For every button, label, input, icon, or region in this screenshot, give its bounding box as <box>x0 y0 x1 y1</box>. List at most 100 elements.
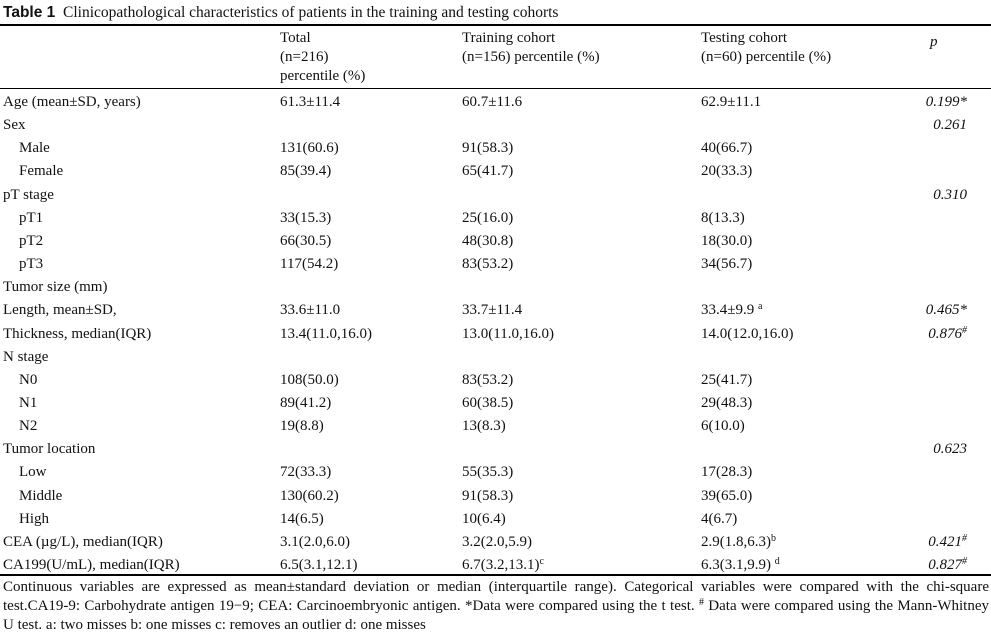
cell-training: 83(53.2) <box>462 371 513 389</box>
row-label: N0 <box>19 372 38 388</box>
row-label: pT1 <box>19 210 44 226</box>
cell-training-value: 13.0(11.0,16.0) <box>462 326 554 342</box>
row-label: N2 <box>19 418 38 434</box>
cell-total-value: 61.3±11.4 <box>280 94 341 110</box>
table-title: Clinicopathological characteristics of p… <box>63 4 559 21</box>
cell-total: 13.4(11.0,16.0) <box>280 325 372 343</box>
row-label: Thickness, median(IQR) <box>3 326 152 342</box>
header-p: p <box>930 34 938 50</box>
cell-total-value: 19(8.8) <box>280 418 324 434</box>
cell-training: 55(35.3) <box>462 463 513 481</box>
cell-p: 0.261 <box>933 116 967 134</box>
header-total-line: (n=216) <box>280 49 329 65</box>
cell-training: 65(41.7) <box>462 162 513 180</box>
bottom-rule <box>0 574 991 576</box>
cell-training: 48(30.8) <box>462 232 513 250</box>
cell-total: 33.6±11.0 <box>280 301 340 319</box>
table-footnote: Continuous variables are expressed as me… <box>3 578 989 635</box>
header-training-line: Training cohort <box>462 30 556 46</box>
cell-testing-value: 8(13.3) <box>701 210 745 226</box>
cell-training: 13(8.3) <box>462 417 506 435</box>
row-label: Tumor size (mm) <box>3 279 108 295</box>
top-rule <box>0 24 991 26</box>
cell-testing: 2.9(1.8,6.3)b <box>701 533 776 551</box>
cell-total-value: 33.6±11.0 <box>280 302 341 318</box>
row-label: N1 <box>19 395 38 411</box>
cell-training-value: 48(30.8) <box>462 233 514 249</box>
cell-training-value: 3.2(2.0,5.9) <box>462 534 532 550</box>
cell-p-value: 0.421 <box>928 534 962 550</box>
header-testing-line: (n=60) percentile (%) <box>701 49 832 65</box>
header-testing-line: Testing cohort <box>701 30 788 46</box>
cell-total: 33(15.3) <box>280 209 331 227</box>
cell-testing: 17(28.3) <box>701 463 752 481</box>
row-label: Middle <box>19 488 63 504</box>
cell-total: 130(60.2) <box>280 487 339 505</box>
cell-footnote-mark: c <box>539 556 544 567</box>
cell-testing: 14.0(12.0,16.0) <box>701 325 794 343</box>
cell-footnote-mark: # <box>962 533 967 544</box>
cell-p-value: 0.199* <box>925 94 967 110</box>
cell-footnote-mark: a <box>757 301 763 312</box>
cell-training: 91(58.3) <box>462 487 513 505</box>
footnote-sup: # <box>698 597 704 608</box>
row-label: High <box>19 511 49 527</box>
cell-p: 0.827# <box>928 556 967 574</box>
cell-p-value: 0.310 <box>933 187 967 203</box>
cell-total: 89(41.2) <box>280 394 331 412</box>
header-training-line: (n=156) percentile (%) <box>462 49 600 65</box>
cell-testing: 6(10.0) <box>701 417 745 435</box>
cell-training: 13.0(11.0,16.0) <box>462 325 554 343</box>
row-label: Female <box>19 163 64 179</box>
cell-training: 25(16.0) <box>462 209 513 227</box>
cell-total: 117(54.2) <box>280 255 338 273</box>
cell-total: 61.3±11.4 <box>280 93 340 111</box>
cell-p-value: 0.465* <box>925 302 967 318</box>
cell-total-value: 85(39.4) <box>280 163 332 179</box>
cell-footnote-mark: # <box>962 556 967 567</box>
cell-p-value: 0.876 <box>928 326 962 342</box>
cell-total-value: 13.4(11.0,16.0) <box>280 326 372 342</box>
cell-total-value: 117(54.2) <box>280 256 339 272</box>
cell-testing-value: 33.4±9.9 <box>701 302 755 318</box>
cell-p: 0.623 <box>933 440 967 458</box>
table-caption: Table 1 Clinicopathological characterist… <box>3 4 558 22</box>
row-label: Age (mean±SD, years) <box>3 94 141 110</box>
cell-p-value: 0.623 <box>933 441 967 457</box>
cell-testing: 20(33.3) <box>701 162 752 180</box>
cell-testing-value: 29(48.3) <box>701 395 753 411</box>
cell-testing: 4(6.7) <box>701 510 737 528</box>
cell-total-value: 131(60.6) <box>280 140 339 156</box>
cell-training-value: 25(16.0) <box>462 210 514 226</box>
cell-testing: 25(41.7) <box>701 371 752 389</box>
cell-testing-value: 6(10.0) <box>701 418 745 434</box>
cell-testing: 39(65.0) <box>701 487 752 505</box>
cell-footnote-mark: # <box>962 325 967 336</box>
row-label: pT2 <box>19 233 44 249</box>
row-label: CA199(U/mL), median(IQR) <box>3 557 180 573</box>
cell-training: 3.2(2.0,5.9) <box>462 533 532 551</box>
cell-total: 14(6.5) <box>280 510 324 528</box>
cell-testing: 62.9±11.1 <box>701 93 761 111</box>
cell-training: 33.7±11.4 <box>462 301 522 319</box>
cell-total-value: 33(15.3) <box>280 210 332 226</box>
cell-total-value: 108(50.0) <box>280 372 339 388</box>
cell-total: 3.1(2.0,6.0) <box>280 533 350 551</box>
cell-p: 0.199* <box>926 93 967 111</box>
cell-testing-value: 20(33.3) <box>701 163 753 179</box>
row-label: Tumor location <box>3 441 96 457</box>
cell-p: 0.876# <box>928 325 967 343</box>
row-label: Length, mean±SD, <box>3 302 117 318</box>
row-label: Male <box>19 140 50 156</box>
cell-p-value: 0.261 <box>933 117 967 133</box>
cell-training-value: 83(53.2) <box>462 256 514 272</box>
cell-total: 108(50.0) <box>280 371 339 389</box>
cell-testing-value: 14.0(12.0,16.0) <box>701 326 794 342</box>
cell-testing-value: 17(28.3) <box>701 464 753 480</box>
cell-training: 60(38.5) <box>462 394 513 412</box>
cell-total: 85(39.4) <box>280 162 331 180</box>
cell-testing-value: 25(41.7) <box>701 372 753 388</box>
cell-testing: 29(48.3) <box>701 394 752 412</box>
cell-testing-value: 2.9(1.8,6.3) <box>701 534 771 550</box>
cell-training: 10(6.4) <box>462 510 506 528</box>
